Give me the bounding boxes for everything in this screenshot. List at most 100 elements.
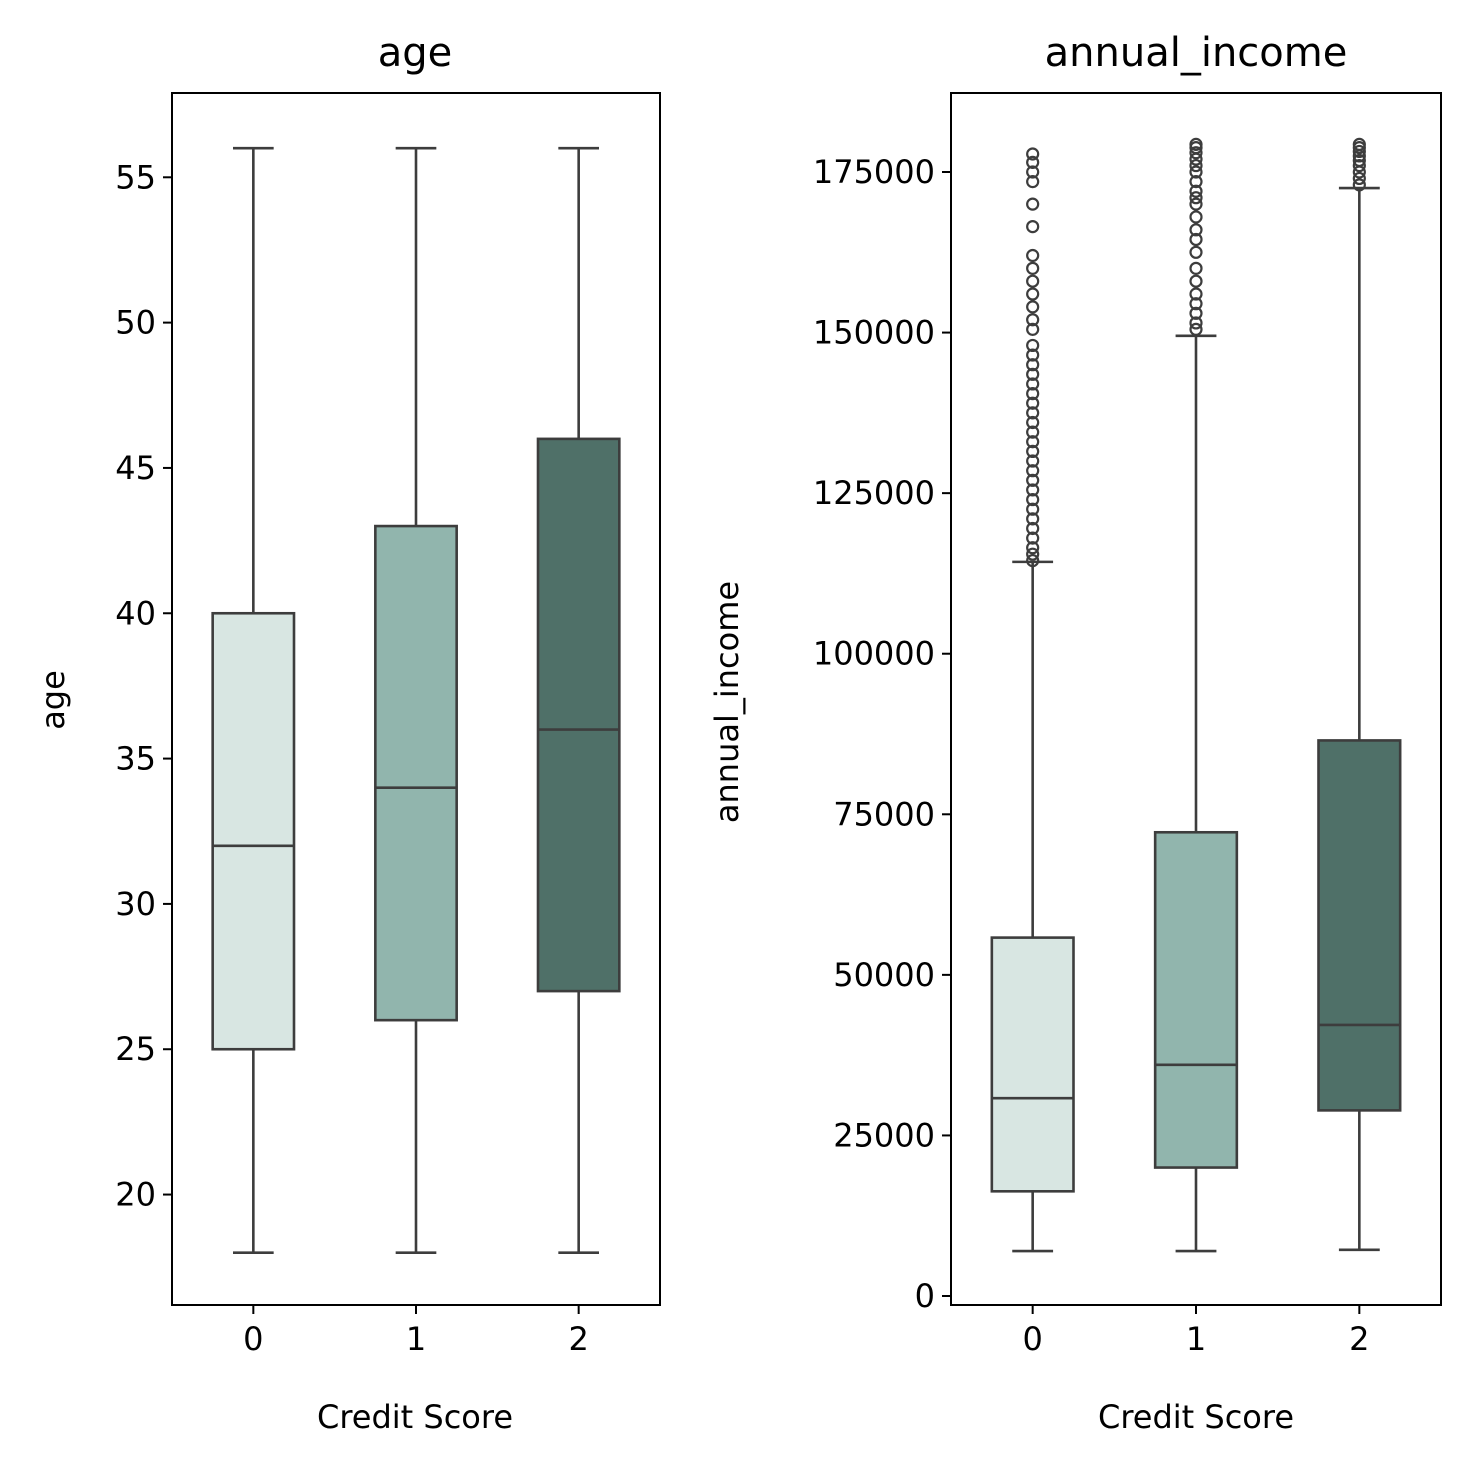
outlier-point bbox=[1352, 178, 1366, 192]
x-tick-label: 1 bbox=[406, 1320, 426, 1358]
subplot-title: age bbox=[378, 30, 453, 76]
box-1 bbox=[1153, 830, 1239, 1169]
outlier-point bbox=[1189, 223, 1203, 237]
outlier-point bbox=[1189, 297, 1203, 311]
outlier-point bbox=[1026, 531, 1040, 545]
outlier-point bbox=[1189, 245, 1203, 259]
outlier-point bbox=[1026, 521, 1040, 536]
subplot-title: annual_income bbox=[1045, 30, 1348, 76]
x-tick-label: 0 bbox=[243, 1320, 263, 1358]
outlier-point bbox=[1189, 184, 1203, 198]
outlier-point bbox=[1026, 435, 1040, 449]
box-0 bbox=[211, 611, 296, 1051]
outlier-point bbox=[1026, 464, 1040, 478]
outlier-point bbox=[1189, 175, 1203, 189]
box-2 bbox=[1317, 739, 1402, 1112]
y-tick-label: 35 bbox=[115, 740, 156, 778]
outlier-point bbox=[1026, 287, 1040, 301]
outlier-point bbox=[1026, 425, 1040, 439]
outlier-point bbox=[1189, 191, 1203, 205]
outlier-point bbox=[1026, 338, 1040, 353]
y-tick-label: 150000 bbox=[813, 314, 935, 352]
outlier-point bbox=[1026, 541, 1040, 555]
outlier-point bbox=[1026, 313, 1040, 327]
x-axis-label: Credit Score bbox=[1098, 1398, 1294, 1436]
outlier-point bbox=[1026, 248, 1040, 263]
outlier-point bbox=[1189, 165, 1203, 179]
outlier-point bbox=[1189, 197, 1203, 211]
outlier-point bbox=[1026, 358, 1040, 372]
outlier-point bbox=[1026, 274, 1040, 288]
outlier-point bbox=[1026, 415, 1040, 430]
outlier-point bbox=[1026, 175, 1040, 189]
outlier-point bbox=[1189, 210, 1203, 224]
y-tick-label: 175000 bbox=[813, 153, 935, 191]
outlier-point bbox=[1026, 261, 1040, 275]
outlier-point bbox=[1026, 396, 1040, 410]
outlier-point bbox=[1189, 316, 1203, 330]
plot-frame bbox=[950, 92, 1442, 1306]
y-tick-label: 25 bbox=[115, 1030, 156, 1068]
outlier-point bbox=[1352, 171, 1366, 186]
annual-income-plot-marks: 0 25000 50000 75000 100000 125000 150000 175000… bbox=[813, 137, 1402, 1358]
x-axis-label: Credit Score bbox=[317, 1398, 513, 1436]
x-tick-label: 1 bbox=[1186, 1320, 1206, 1358]
box-1 bbox=[374, 524, 458, 1022]
box-2 bbox=[536, 437, 621, 993]
outlier-point bbox=[1026, 197, 1040, 211]
outlier-point bbox=[1026, 473, 1040, 487]
outlier-point bbox=[1189, 137, 1203, 151]
outlier-point bbox=[1026, 454, 1040, 468]
outlier-point bbox=[1026, 406, 1040, 420]
outlier-point bbox=[1026, 444, 1040, 458]
box-0 bbox=[990, 936, 1075, 1193]
outlier-point bbox=[1026, 377, 1040, 391]
y-tick-label: 45 bbox=[115, 449, 156, 487]
x-tick-label: 0 bbox=[1022, 1320, 1042, 1358]
y-tick-label: 125000 bbox=[813, 474, 935, 512]
y-axis-label: annual_income bbox=[708, 581, 746, 823]
age-subplot: age age Credit Score 20 25 30 35 40 45 50 55 0 1 2 bbox=[34, 30, 661, 1436]
y-tick-label: 40 bbox=[115, 594, 156, 632]
y-tick-label: 75000 bbox=[833, 795, 935, 833]
y-tick-label: 50000 bbox=[833, 956, 935, 994]
outlier-point bbox=[1026, 348, 1040, 362]
outlier-point bbox=[1026, 367, 1040, 381]
x-tick-label: 2 bbox=[568, 1320, 588, 1358]
y-axis-label: age bbox=[34, 670, 72, 730]
y-tick-label: 55 bbox=[115, 158, 156, 196]
outlier-point bbox=[1026, 300, 1040, 314]
outlier-point bbox=[1026, 165, 1040, 179]
outlier-point bbox=[1189, 261, 1203, 275]
y-tick-label: 25000 bbox=[833, 1116, 935, 1154]
y-tick-label: 20 bbox=[115, 1176, 156, 1214]
outlier-point bbox=[1026, 512, 1040, 526]
plot-frame bbox=[171, 92, 661, 1306]
outlier-point bbox=[1026, 386, 1040, 401]
outlier-point bbox=[1352, 144, 1366, 159]
outlier-point bbox=[1189, 306, 1203, 320]
x-tick-label: 2 bbox=[1349, 1320, 1369, 1358]
outlier-point bbox=[1026, 553, 1040, 568]
outlier-point bbox=[1189, 146, 1203, 160]
annual-income-subplot: annual_income annual_income Credit Score… bbox=[708, 30, 1442, 1436]
outlier-point bbox=[1026, 492, 1040, 507]
outlier-point bbox=[1026, 147, 1040, 161]
outlier-point bbox=[1352, 158, 1366, 173]
y-tick-label: 100000 bbox=[813, 635, 935, 673]
outlier-point bbox=[1189, 232, 1203, 247]
outlier-point bbox=[1026, 219, 1040, 234]
outlier-point bbox=[1189, 287, 1203, 301]
outlier-point bbox=[1026, 547, 1040, 561]
y-tick-label: 30 bbox=[115, 885, 156, 923]
outlier-point bbox=[1026, 322, 1040, 336]
age-plot-marks: 20 25 30 35 40 45 50 55 0 1 2 bbox=[115, 146, 621, 1358]
outlier-point bbox=[1189, 274, 1203, 288]
outlier-point bbox=[1026, 483, 1040, 497]
outlier-point bbox=[1189, 158, 1203, 173]
outlier-point bbox=[1026, 502, 1040, 516]
outlier-point bbox=[1026, 155, 1040, 169]
y-tick-label: 0 bbox=[915, 1277, 935, 1315]
outlier-point bbox=[1189, 322, 1203, 336]
